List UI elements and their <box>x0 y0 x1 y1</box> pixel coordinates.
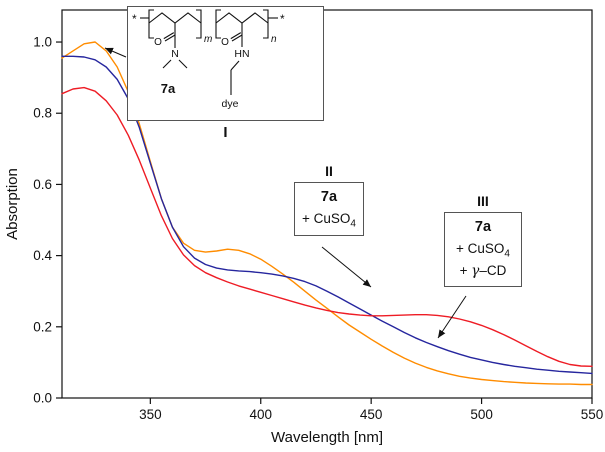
x-tick-label: 500 <box>470 407 493 422</box>
compound-label-7a: 7a <box>161 81 176 96</box>
repeat-subscript-n: n <box>271 34 277 45</box>
annotation-label-iii: III <box>477 193 489 209</box>
arrow-to-curve-ii <box>321 246 372 288</box>
box-iii-cuso4: + CuSO4 <box>450 239 516 262</box>
box-iii-cuso4-text: + CuSO <box>456 240 505 256</box>
end-group-star-right: * <box>280 12 285 26</box>
x-tick-label: 450 <box>360 407 383 422</box>
x-axis-label: Wavelength [nm] <box>271 429 383 446</box>
box-iii-gamma: γ <box>471 263 480 280</box>
box-ii-cuso4-text: + CuSO <box>302 210 351 226</box>
y-tick-label: 0.0 <box>33 391 52 406</box>
y-tick-label: 1.0 <box>33 35 52 50</box>
x-tick-label: 400 <box>249 407 272 422</box>
spectrum-curve-2 <box>61 55 593 375</box>
dye-label: dye <box>222 98 239 110</box>
box-ii-cuso4: + CuSO4 <box>300 209 358 232</box>
amide-nh-atom: HN <box>234 48 249 60</box>
arrow-to-curve-i <box>104 47 127 58</box>
box-iii-compound: 7a <box>474 219 492 235</box>
repeat-subscript-m: m <box>204 34 212 45</box>
y-tick-label: 0.6 <box>33 177 52 192</box>
x-tick-label: 550 <box>581 407 604 422</box>
polymer-structure-drawing: * * m n O O N HN 7a dye <box>132 9 285 110</box>
spectra-curves <box>61 41 593 386</box>
structure-label-i: I <box>223 124 228 141</box>
box-ii-cuso4-sub: 4 <box>350 218 356 230</box>
box-iii-gcd: + γ–CD <box>450 261 516 281</box>
end-group-star-left: * <box>132 12 137 26</box>
plot-frame <box>61 9 593 399</box>
box-ii-compound: 7a <box>320 189 338 205</box>
box-iii-gcd-pre: + <box>459 263 472 279</box>
y-axis-label: Absorption <box>4 168 21 240</box>
arrow-to-curve-iii <box>437 295 467 339</box>
box-iii-cuso4-sub: 4 <box>504 248 510 260</box>
annotation-box-iii: 7a + CuSO4 + γ–CD <box>444 212 522 287</box>
oxygen-atom-1: O <box>154 37 162 48</box>
y-tick-label: 0.4 <box>33 248 52 263</box>
y-tick-label: 0.8 <box>33 106 52 121</box>
spectrum-curve-3 <box>61 86 593 367</box>
y-tick-label: 0.2 <box>33 319 52 334</box>
skeletal-bonds <box>140 9 278 95</box>
box-iii-gcd-rest: –CD <box>479 263 507 279</box>
annotation-box-ii: 7a + CuSO4 <box>294 182 364 237</box>
oxygen-atom-2: O <box>221 37 229 48</box>
polymer-structure-inset: * * m n O O N HN 7a dye <box>127 6 324 121</box>
axes: 350 400 450 500 550 0.0 0.2 0.4 0.6 0.8 1.0 <box>33 9 604 422</box>
nitrogen-atom: N <box>171 48 179 60</box>
x-tick-label: 350 <box>139 407 162 422</box>
annotation-label-ii: II <box>325 163 333 179</box>
